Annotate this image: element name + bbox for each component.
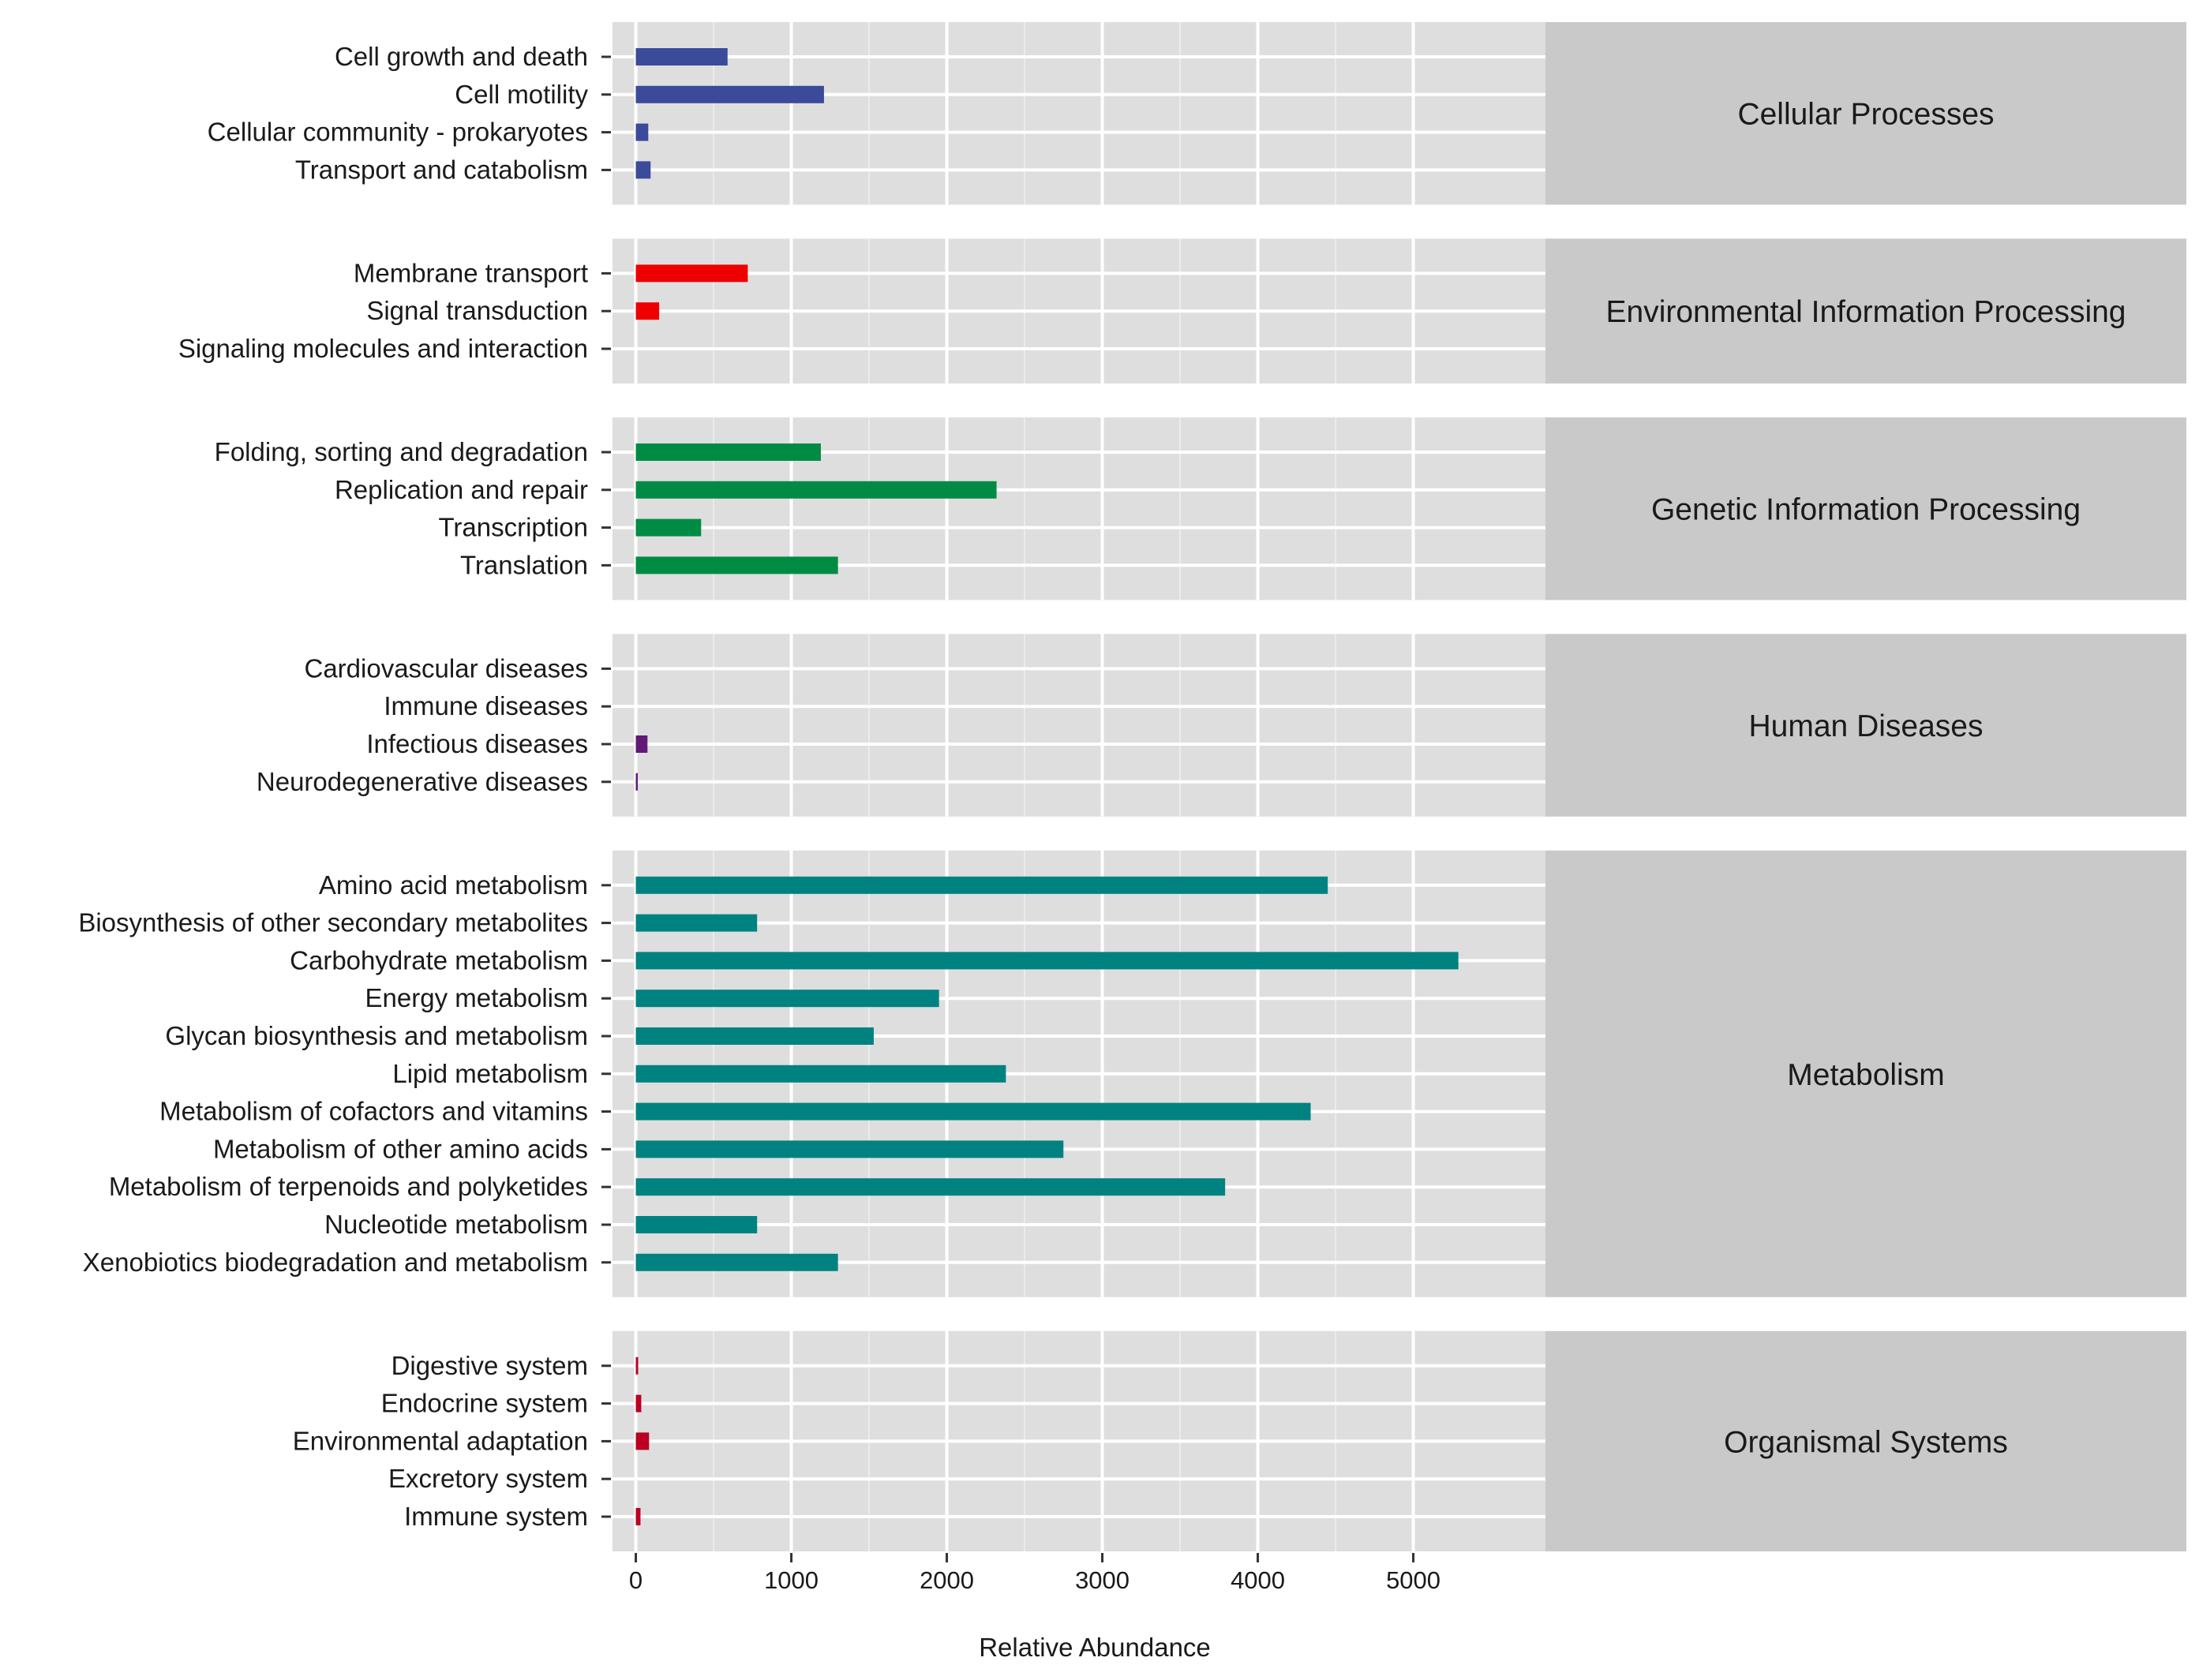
facet-strip-label: Environmental Information Processing — [1606, 295, 2126, 329]
x-tick-label: 5000 — [1386, 1566, 1440, 1594]
category-label: Xenobiotics biodegradation and metabolis… — [83, 1248, 588, 1277]
category-label: Signaling molecules and interaction — [178, 334, 588, 363]
bar — [635, 1102, 1311, 1121]
category-label: Immune diseases — [384, 691, 588, 720]
category-label: Excretory system — [388, 1464, 588, 1493]
category-label: Nucleotide metabolism — [324, 1210, 588, 1239]
category-label: Amino acid metabolism — [319, 870, 588, 900]
category-label: Cellular community - prokaryotes — [208, 118, 588, 147]
bar — [635, 1394, 642, 1412]
x-tick-label: 2000 — [920, 1566, 974, 1594]
category-label: Translation — [460, 550, 588, 579]
category-label: Biosynthesis of other secondary metaboli… — [78, 908, 588, 937]
bar — [635, 1178, 1226, 1196]
bar — [635, 1140, 1064, 1158]
facet-strip — [1545, 850, 2186, 1297]
bar — [635, 264, 748, 282]
bar — [635, 1508, 641, 1525]
facet-strip-label: Human Diseases — [1749, 709, 1984, 743]
category-label: Digestive system — [391, 1351, 588, 1380]
bar — [635, 85, 824, 103]
bar — [635, 876, 1328, 894]
bar — [635, 48, 728, 65]
x-axis-title: Relative Abundance — [979, 1633, 1211, 1662]
category-label: Cardiovascular diseases — [304, 653, 588, 683]
bar — [635, 735, 648, 753]
facet-strip — [1545, 22, 2186, 205]
category-label: Transport and catabolism — [295, 155, 588, 184]
x-tick-label: 4000 — [1231, 1566, 1285, 1594]
bar — [635, 161, 651, 179]
facet-strip-label: Organismal Systems — [1724, 1425, 2008, 1459]
panel-background — [612, 22, 1545, 205]
facet-strip-label: Metabolism — [1787, 1058, 1944, 1092]
category-label: Metabolism of cofactors and vitamins — [159, 1097, 588, 1126]
category-label: Folding, sorting and degradation — [215, 437, 588, 466]
panel-background — [612, 634, 1545, 817]
bar — [635, 443, 821, 461]
category-label: Infectious diseases — [366, 729, 588, 758]
category-label: Signal transduction — [366, 296, 588, 325]
facet-strip — [1545, 634, 2186, 817]
facet-strip-label: Genetic Information Processing — [1651, 493, 2081, 527]
category-label: Environmental adaptation — [293, 1426, 588, 1455]
facet-strip — [1545, 417, 2186, 601]
category-label: Cell motility — [455, 80, 588, 109]
facet-strip — [1545, 1330, 2186, 1551]
bar — [635, 481, 997, 499]
x-tick-label: 1000 — [764, 1566, 819, 1594]
category-label: Cell growth and death — [335, 42, 588, 71]
category-label: Replication and repair — [335, 475, 588, 504]
bar — [635, 952, 1459, 970]
bar — [635, 1064, 1006, 1083]
category-label: Metabolism of terpenoids and polyketides — [109, 1172, 588, 1201]
x-tick-label: 3000 — [1075, 1566, 1129, 1594]
bar — [635, 1027, 874, 1045]
category-label: Transcription — [438, 513, 588, 542]
facet-strip-label: Cellular Processes — [1737, 98, 1994, 132]
category-label: Metabolism of other amino acids — [213, 1134, 588, 1163]
bar — [635, 1356, 639, 1375]
category-label: Carbohydrate metabolism — [290, 945, 588, 975]
x-tick-label: 0 — [629, 1566, 642, 1594]
category-label: Glycan biosynthesis and metabolism — [165, 1021, 588, 1050]
bar — [635, 914, 758, 932]
facet-strip — [1545, 238, 2186, 384]
bar — [635, 302, 660, 320]
category-label: Immune system — [404, 1502, 588, 1531]
bar — [635, 518, 702, 537]
category-label: Lipid metabolism — [392, 1059, 588, 1088]
category-label: Neurodegenerative diseases — [257, 767, 588, 796]
bar — [635, 990, 939, 1008]
category-label: Energy metabolism — [365, 983, 588, 1012]
bar — [635, 1432, 650, 1450]
bar — [635, 1216, 758, 1233]
bar — [635, 556, 838, 574]
bar — [635, 1253, 838, 1271]
category-label: Membrane transport — [354, 258, 588, 287]
bar — [635, 773, 639, 791]
bar — [635, 123, 649, 141]
category-label: Endocrine system — [381, 1389, 588, 1418]
